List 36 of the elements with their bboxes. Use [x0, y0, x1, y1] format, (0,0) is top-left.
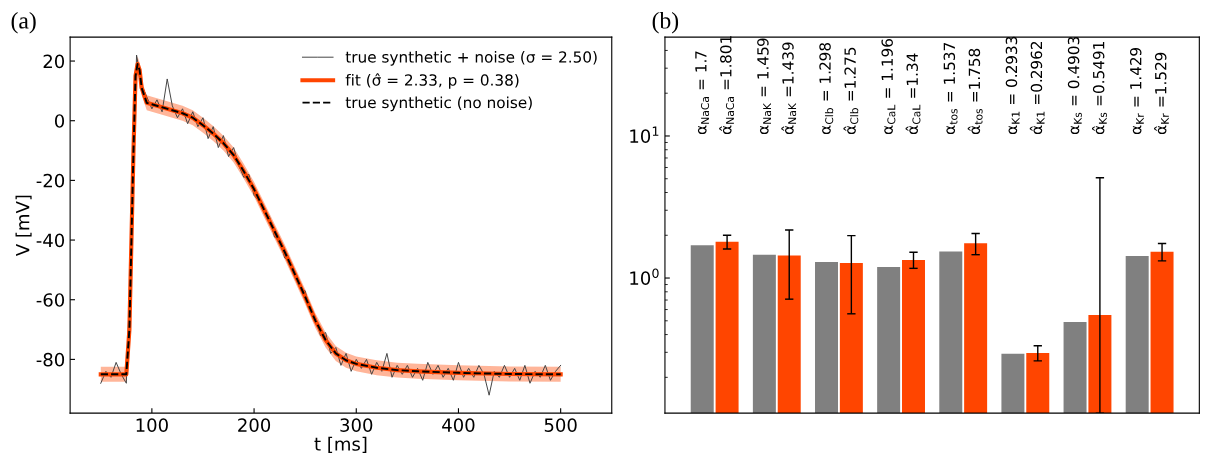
- y-tick-label: 10$^{1}$: [630, 126, 659, 143]
- annotation: α$_{NaCa}$ = 1.7: [695, 51, 710, 135]
- chart-title: (b): [652, 12, 679, 34]
- annotation: α$_{CaL}$ = 1.196: [881, 39, 896, 135]
- annotation: α$_{K1}$ = 0.2933: [1005, 36, 1020, 135]
- x-tick-label: 100: [136, 418, 168, 432]
- y-tick-label: -80: [36, 352, 65, 367]
- annotation: α̂$_{K1}$ =0.2962: [1029, 41, 1045, 135]
- chart-title: (a): [11, 12, 36, 34]
- annotation: α̂$_{tos}$ =1.758: [967, 48, 983, 135]
- y-tick-label: 10$^{0}$: [630, 268, 659, 286]
- x-tick-label: 400: [442, 418, 475, 432]
- legend-label: true synthetic + noise (σ = 2.50): [345, 50, 597, 66]
- legend-label: fit (σ̂ = 2.33, p = 0.38): [345, 73, 519, 89]
- annotation: α̂$_{NaK}$ =1.439: [781, 42, 797, 135]
- x-axis-title: t [ms]: [314, 436, 367, 453]
- y-tick-label: -20: [36, 173, 65, 188]
- annotation: α$_{Kr}$ = 1.429: [1129, 47, 1144, 135]
- x-tick-label: 300: [340, 418, 373, 432]
- annotation: α$_{NaK}$ = 1.459: [757, 38, 772, 135]
- y-tick-label: 0: [54, 114, 65, 128]
- y-tick-label: -60: [36, 293, 65, 307]
- x-tick-label: 200: [238, 418, 271, 432]
- legend-label: true synthetic (no noise): [345, 96, 532, 112]
- annotation: α̂$_{CaL}$ =1.34: [905, 53, 921, 135]
- annotation: α$_{Clb}$ = 1.298: [819, 42, 834, 135]
- annotation: α̂$_{Ks}$ =0.5491: [1092, 41, 1107, 135]
- annotation: α̂$_{Kr}$ =1.529: [1154, 52, 1169, 135]
- annotation: α$_{Ks}$ = 0.4903: [1067, 36, 1082, 135]
- annotation: α$_{tos}$ = 1.537: [943, 43, 958, 135]
- y-axis-title: V [mV]: [15, 195, 32, 257]
- annotation: α̂$_{NaCa}$ =1.801: [719, 36, 735, 135]
- annotation: α̂$_{Clb}$ =1.275: [843, 47, 859, 135]
- y-tick-label: 20: [43, 54, 65, 69]
- x-tick-label: 500: [544, 418, 577, 432]
- y-tick-label: -40: [36, 233, 65, 248]
